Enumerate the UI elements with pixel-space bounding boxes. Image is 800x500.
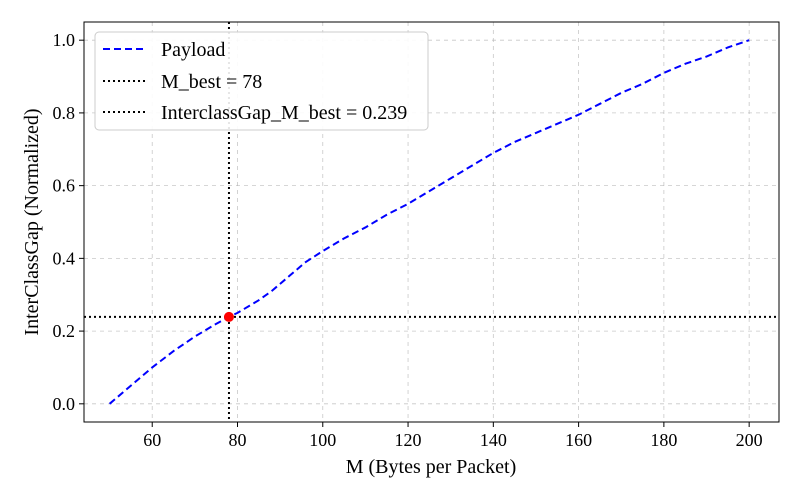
y-tick-label: 0.2 [53, 321, 76, 341]
y-axis-ticks: 0.0 0.2 0.4 0.6 0.8 1.0 [53, 30, 84, 414]
y-tick-label: 0.4 [53, 248, 76, 268]
plot-frame [83, 21, 780, 423]
x-tick-label: 120 [395, 430, 422, 450]
x-tick-label: 160 [565, 430, 592, 450]
x-tick-label: 200 [736, 430, 763, 450]
y-tick-label: 0.8 [53, 103, 76, 123]
y-tick-label: 1.0 [53, 30, 76, 50]
x-tick-label: 100 [309, 430, 336, 450]
series-line-payload [108, 39, 750, 405]
x-tick-label: 80 [228, 430, 246, 450]
series-layer [108, 39, 750, 405]
x-tick-label: 140 [480, 430, 507, 450]
legend-label-payload: Payload [161, 39, 225, 61]
x-tick-label: 60 [143, 430, 161, 450]
y-tick-label: 0.6 [53, 176, 76, 196]
legend-box [94, 31, 429, 131]
highlight-layer [223, 311, 234, 322]
y-axis-label: InterClassGap (Normalized) [21, 108, 43, 335]
legend-label-gap-best: InterclassGap_M_best = 0.239 [161, 102, 407, 124]
y-tick-label: 0.0 [53, 394, 76, 414]
x-axis-ticks: 60 80 100 120 140 160 180 200 [143, 422, 763, 450]
best-point-marker [223, 311, 234, 322]
legend-label-m-best: M_best = 78 [161, 71, 262, 93]
legend: Payload M_best = 78 InterclassGap_M_best… [94, 31, 429, 131]
x-tick-label: 180 [650, 430, 677, 450]
x-axis-label: M (Bytes per Packet) [346, 456, 517, 478]
